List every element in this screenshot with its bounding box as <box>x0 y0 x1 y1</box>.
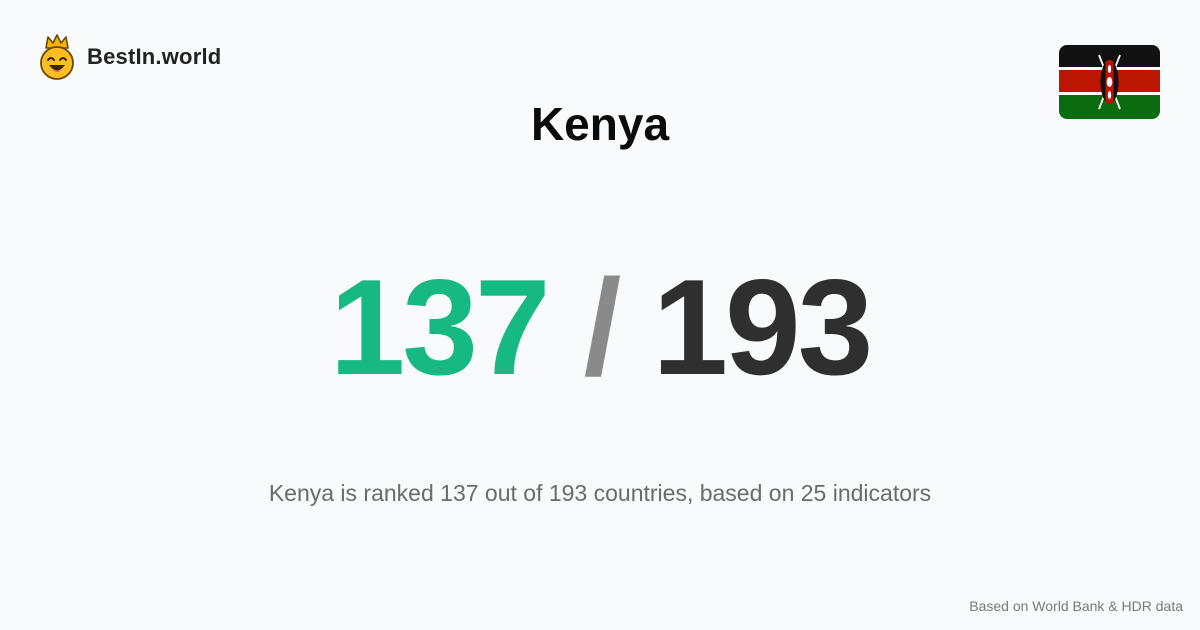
kenya-flag-icon <box>1059 45 1160 119</box>
rank-separator: / <box>583 251 622 403</box>
brand-name: BestIn.world <box>87 44 222 69</box>
country-title: Kenya <box>530 98 670 150</box>
data-source-note: Based on World Bank & HDR data <box>969 598 1183 614</box>
rank-total: 193 <box>652 251 873 403</box>
brand-link[interactable]: BestIn.world <box>37 34 221 80</box>
rank-display: 137 / 193 <box>0 252 1200 402</box>
rank-summary: Kenya is ranked 137 out of 193 countries… <box>268 480 932 506</box>
crowned-smiley-icon <box>40 34 74 80</box>
rank-value: 137 <box>329 251 551 403</box>
